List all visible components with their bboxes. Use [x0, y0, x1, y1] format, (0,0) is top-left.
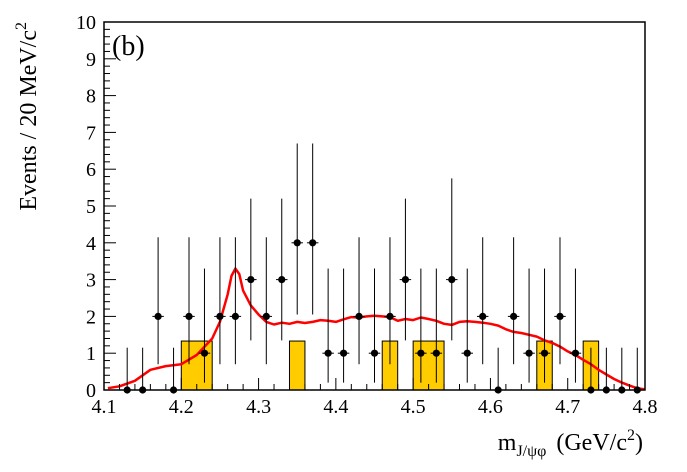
- data-marker: [247, 276, 255, 284]
- data-marker: [293, 239, 301, 247]
- panel-label: (b): [112, 31, 145, 62]
- data-point: [616, 347, 628, 394]
- x-tick-label: 4.2: [169, 396, 194, 418]
- y-axis-title-sup: 2: [13, 22, 30, 30]
- x-axis-title-subscript: J/ψφ: [516, 443, 546, 460]
- data-point: [198, 268, 211, 383]
- x-tick-label: 4.7: [555, 396, 580, 418]
- data-point: [337, 268, 350, 383]
- y-tick-label: 7: [86, 122, 96, 144]
- data-marker: [386, 312, 394, 320]
- data-marker: [185, 312, 193, 320]
- x-tick-label: 4.5: [401, 396, 426, 418]
- data-point: [306, 143, 319, 315]
- data-point: [152, 237, 164, 365]
- data-marker: [262, 312, 270, 320]
- data-point: [399, 198, 412, 341]
- data-point: [214, 237, 226, 365]
- data-marker: [540, 349, 549, 357]
- data-marker: [571, 349, 580, 357]
- data-marker: [231, 312, 239, 320]
- y-tick-label: 3: [86, 270, 96, 292]
- data-marker: [525, 349, 533, 357]
- data-marker: [278, 276, 286, 284]
- data-marker: [417, 349, 425, 357]
- data-point: [523, 268, 535, 383]
- data-marker: [309, 239, 317, 247]
- data-marker: [324, 349, 332, 357]
- data-point: [136, 347, 149, 394]
- data-point: [384, 237, 396, 365]
- x-axis-title-unit: (GeV/c: [556, 430, 627, 456]
- data-point: [538, 268, 551, 383]
- data-marker: [510, 312, 518, 320]
- fit-curve: [107, 267, 646, 391]
- data-marker: [463, 349, 471, 357]
- background-histogram: [180, 340, 600, 391]
- y-tick-label: 9: [86, 49, 96, 71]
- background-bar: [180, 340, 213, 391]
- y-tick-label: 5: [86, 196, 96, 218]
- x-tick-label: 4.6: [478, 396, 503, 418]
- data-marker: [154, 312, 162, 320]
- data-point: [229, 237, 242, 365]
- y-tick-label: 1: [86, 343, 96, 365]
- data-point: [353, 237, 365, 365]
- y-tick-label: 8: [86, 86, 96, 108]
- data-point: [260, 237, 273, 365]
- axis-ticks: 4.1 4.2 4.3 4.4 4.5 4.6 4.7 4.8 0 1 2 3 4 5 6 7 8 9 10: [76, 12, 658, 418]
- data-point: [507, 237, 520, 365]
- data-marker: [355, 312, 363, 320]
- background-bar: [288, 340, 306, 391]
- data-marker: [216, 312, 224, 320]
- data-point: [476, 237, 489, 365]
- data-point: [415, 268, 427, 383]
- data-marker: [479, 312, 487, 320]
- data-marker: [448, 276, 456, 284]
- x-axis-title-main: m: [498, 430, 517, 456]
- data-point: [492, 347, 504, 394]
- y-axis-title-main: Events / 20 MeV/c: [16, 30, 42, 211]
- x-tick-label: 4.4: [323, 396, 348, 418]
- data-marker: [401, 276, 410, 284]
- background-bar: [412, 340, 445, 391]
- data-point: [291, 143, 303, 315]
- x-axis-title-unit-sup: 2: [627, 427, 635, 444]
- data-marker: [200, 349, 209, 357]
- y-tick-label: 4: [86, 233, 96, 255]
- data-point: [121, 347, 133, 394]
- x-axis-title: mJ/ψφ (GeV/c2): [498, 427, 643, 460]
- data-point: [554, 237, 566, 365]
- y-tick-label: 6: [86, 159, 96, 181]
- data-marker: [370, 349, 379, 357]
- y-tick-label: 2: [86, 306, 96, 328]
- data-point: [461, 268, 473, 383]
- data-marker: [432, 349, 440, 357]
- data-point: [276, 198, 288, 341]
- x-tick-label: 4.1: [92, 396, 117, 418]
- x-tick-label: 4.8: [633, 396, 658, 418]
- y-tick-label: 0: [86, 380, 96, 402]
- data-point: [183, 237, 195, 365]
- data-point: [167, 347, 180, 394]
- data-point: [446, 178, 458, 341]
- x-tick-label: 4.3: [246, 396, 271, 418]
- data-point: [430, 268, 443, 383]
- y-axis-title: Events / 20 MeV/c2: [13, 22, 42, 211]
- data-point: [368, 268, 381, 383]
- data-marker: [556, 312, 564, 320]
- y-tick-label: 10: [76, 12, 96, 34]
- data-marker: [339, 349, 348, 357]
- fit-curve-layer: [107, 267, 646, 391]
- data-point: [322, 268, 334, 383]
- x-axis-title-unit-close: ): [635, 430, 643, 456]
- data-point: [245, 198, 257, 341]
- data-point: [569, 268, 582, 383]
